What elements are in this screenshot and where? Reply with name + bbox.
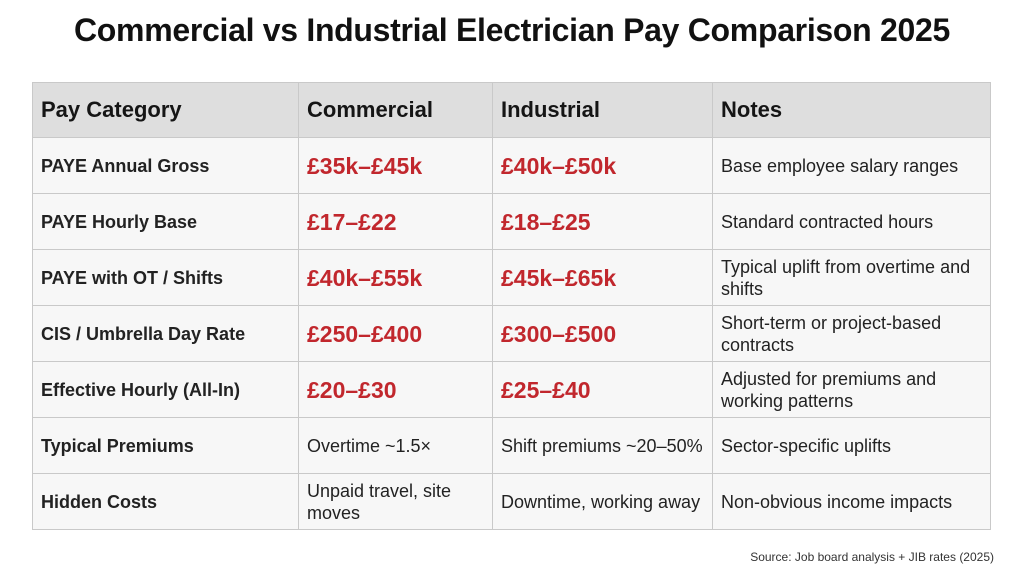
row-notes: Non-obvious income impacts (712, 473, 991, 530)
row-category: PAYE with OT / Shifts (32, 249, 299, 306)
row-notes: Sector-specific uplifts (712, 417, 991, 474)
table-row: CIS / Umbrella Day Rate £250–£400 £300–£… (32, 305, 991, 362)
row-commercial-value: £250–£400 (298, 305, 493, 362)
row-commercial-value: Overtime ~1.5× (298, 417, 493, 474)
table-row: Typical Premiums Overtime ~1.5× Shift pr… (32, 417, 991, 474)
row-industrial-value: Shift premiums ~20–50% (492, 417, 713, 474)
row-notes: Base employee salary ranges (712, 137, 991, 194)
header-industrial: Industrial (492, 82, 713, 138)
row-industrial-value: Downtime, working away (492, 473, 713, 530)
row-industrial-value: £300–£500 (492, 305, 713, 362)
row-notes: Short-term or project-based contracts (712, 305, 991, 362)
row-industrial-value: £40k–£50k (492, 137, 713, 194)
row-notes: Typical uplift from overtime and shifts (712, 249, 991, 306)
row-notes: Adjusted for premiums and working patter… (712, 361, 991, 418)
header-notes: Notes (712, 82, 991, 138)
row-commercial-value: £20–£30 (298, 361, 493, 418)
row-commercial-value: £17–£22 (298, 193, 493, 250)
pay-comparison-table: Pay Category Commercial Industrial Notes… (32, 82, 991, 530)
row-commercial-value: Unpaid travel, site moves (298, 473, 493, 530)
row-category: Hidden Costs (32, 473, 299, 530)
row-commercial-value: £35k–£45k (298, 137, 493, 194)
row-category: PAYE Annual Gross (32, 137, 299, 194)
page-title: Commercial vs Industrial Electrician Pay… (73, 12, 950, 48)
row-category: Effective Hourly (All-In) (32, 361, 299, 418)
row-category: PAYE Hourly Base (32, 193, 299, 250)
table-row: Hidden Costs Unpaid travel, site moves D… (32, 473, 991, 530)
row-industrial-value: £45k–£65k (492, 249, 713, 306)
source-note: Source: Job board analysis + JIB rates (… (750, 550, 994, 564)
table-row: Effective Hourly (All-In) £20–£30 £25–£4… (32, 361, 991, 418)
table-row: PAYE Hourly Base £17–£22 £18–£25 Standar… (32, 193, 991, 250)
row-category: CIS / Umbrella Day Rate (32, 305, 299, 362)
header-commercial: Commercial (298, 82, 493, 138)
header-pay-category: Pay Category (32, 82, 299, 138)
row-commercial-value: £40k–£55k (298, 249, 493, 306)
row-notes: Standard contracted hours (712, 193, 991, 250)
table-row: PAYE Annual Gross £35k–£45k £40k–£50k Ba… (32, 137, 991, 194)
row-industrial-value: £18–£25 (492, 193, 713, 250)
row-industrial-value: £25–£40 (492, 361, 713, 418)
table-header-row: Pay Category Commercial Industrial Notes (32, 82, 991, 138)
row-category: Typical Premiums (32, 417, 299, 474)
table-row: PAYE with OT / Shifts £40k–£55k £45k–£65… (32, 249, 991, 306)
